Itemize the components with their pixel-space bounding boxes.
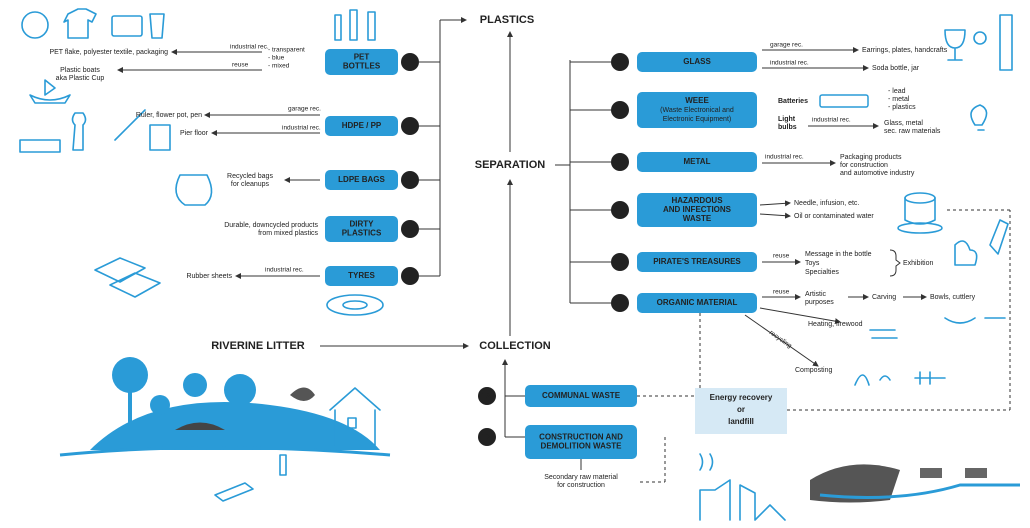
method: recycling [768, 329, 793, 350]
label: - mixed [268, 63, 290, 70]
number: 11. [615, 299, 626, 308]
label: for construction [557, 482, 605, 489]
label: - lead [888, 88, 906, 95]
category-label: HAZARDOUS [671, 196, 723, 205]
method: industrial rec. [765, 154, 804, 161]
label: Oil or contaminated water [794, 213, 874, 220]
method: reuse [232, 62, 249, 69]
label: Durable, downcycled products [224, 222, 318, 229]
label: Ruler, flower pot, pen [136, 112, 202, 119]
method: reuse [773, 253, 790, 260]
label: Heating, firewood [808, 321, 863, 328]
label: or [737, 405, 745, 414]
number: 1. [407, 58, 414, 67]
label: Composting [795, 367, 832, 374]
number: 8. [617, 158, 624, 167]
category-label: PLASTICS [342, 229, 382, 238]
label: - plastics [888, 104, 916, 111]
category-label: BOTTLES [343, 62, 381, 71]
label: from mixed plastics [258, 230, 318, 237]
label: for construction [840, 162, 888, 169]
method: reuse [773, 289, 790, 296]
label: for cleanups [231, 181, 270, 188]
label: landfill [728, 417, 754, 426]
diagram: PLASTICS SEPARATION COLLECTION RIVERINE LIT… [0, 0, 1030, 528]
label: - blue [268, 55, 285, 62]
icons [20, 9, 1020, 520]
label: Energy recovery [710, 393, 773, 402]
number: 6. [617, 58, 624, 67]
heading: COLLECTION [479, 340, 551, 352]
label: aka Plastic Cup [56, 75, 105, 82]
heading: PLASTICS [480, 14, 534, 26]
number: 2. [407, 122, 414, 131]
category-label: DIRTY [350, 220, 375, 229]
category-label: METAL [684, 157, 711, 166]
number: 4. [407, 225, 414, 234]
label: Message in the bottle [805, 251, 872, 258]
category-label: DEMOLITION WASTE [541, 442, 623, 451]
category-label: WEEE [685, 96, 709, 105]
label: Toys [805, 260, 820, 267]
label: Artistic [805, 291, 827, 298]
category-label: AND INFECTIONS [663, 205, 732, 214]
label: Exhibition [903, 260, 933, 267]
label: Pier floor [180, 130, 209, 137]
number: 10. [614, 258, 625, 267]
category-label: CONSTRUCTION AND [539, 433, 623, 442]
battery-icon [820, 95, 868, 107]
label: Soda bottle, jar [872, 65, 920, 72]
label: sec. raw materials [884, 128, 941, 135]
number: 5. [407, 272, 414, 281]
label: Earrings, plates, handcrafts [862, 47, 948, 54]
number: 7. [617, 106, 624, 115]
connector [760, 214, 790, 216]
label: Rubber sheets [186, 273, 232, 280]
method: industrial rec. [230, 44, 269, 51]
label: bulbs [778, 124, 797, 131]
category-label: PET [354, 53, 370, 62]
label: PET flake, polyester textile, packaging [49, 49, 168, 56]
label: Glass, metal [884, 120, 923, 127]
method: industrial rec. [812, 117, 851, 124]
label: Secondary raw material [544, 474, 618, 481]
method: industrial rec. [265, 267, 304, 274]
label: Batteries [778, 98, 808, 105]
brace [890, 250, 900, 276]
label: Specialties [805, 269, 839, 276]
label: Plastic boats [60, 67, 100, 74]
label: Needle, infusion, etc. [794, 200, 859, 207]
label: Light [778, 116, 796, 123]
method: garage rec. [770, 42, 803, 49]
category-label: ORGANIC MATERIAL [657, 298, 738, 307]
label: - transparent [268, 47, 305, 54]
label: Bowls, cuttlery [930, 294, 976, 301]
connector [760, 203, 790, 205]
category-label: COMMUNAL WASTE [542, 391, 621, 400]
category-label: GLASS [683, 57, 711, 66]
number: 3. [407, 176, 414, 185]
category-sublabel: (Waste Electronical and [660, 107, 734, 114]
category-sublabel: Electronic Equipment) [663, 116, 731, 123]
number: 12. [481, 392, 492, 401]
heading: SEPARATION [475, 159, 546, 171]
method: industrial rec. [770, 60, 809, 67]
category-label: LDPE BAGS [338, 175, 385, 184]
label: Carving [872, 294, 896, 301]
method: garage rec. [288, 106, 321, 113]
number: 13. [481, 433, 492, 442]
heading: RIVERINE LITTER [211, 340, 305, 352]
number: 9. [617, 206, 624, 215]
label: purposes [805, 299, 834, 306]
label: and automotive industry [840, 170, 915, 177]
category-label: HDPE / PP [342, 121, 382, 130]
label: Recycled bags [227, 173, 273, 180]
method: industrial rec. [282, 125, 321, 132]
label: - metal [888, 96, 910, 103]
category-label: PIRATE'S TREASURES [653, 257, 741, 266]
label: Packaging products [840, 154, 902, 161]
category-label: WASTE [683, 214, 712, 223]
category-label: TYRES [348, 271, 375, 280]
